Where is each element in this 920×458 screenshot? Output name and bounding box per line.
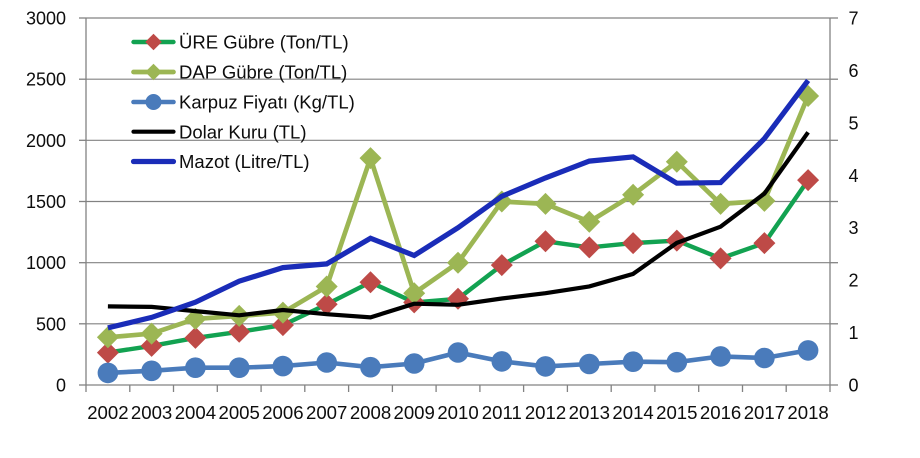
svg-text:2000: 2000 [26,131,66,151]
svg-text:Karpuz Fiyatı (Kg/TL): Karpuz Fiyatı (Kg/TL) [179,92,355,113]
svg-text:2011: 2011 [482,402,522,423]
svg-text:0: 0 [56,376,66,396]
svg-text:1500: 1500 [26,192,66,212]
svg-text:2004: 2004 [175,402,216,423]
svg-text:2: 2 [849,271,859,291]
svg-text:3000: 3000 [26,9,66,29]
svg-text:2007: 2007 [306,402,347,423]
svg-text:2017: 2017 [744,402,785,423]
svg-text:0: 0 [849,376,859,396]
svg-text:2008: 2008 [350,402,391,423]
svg-text:2012: 2012 [525,402,566,423]
svg-text:2005: 2005 [219,402,260,423]
svg-text:2009: 2009 [394,402,435,423]
svg-text:Mazot (Litre/TL): Mazot (Litre/TL) [179,151,310,172]
svg-text:2003: 2003 [131,402,172,423]
svg-text:7: 7 [849,9,859,29]
svg-text:500: 500 [36,314,66,334]
svg-text:2006: 2006 [262,402,303,423]
svg-text:ÜRE Gübre (Ton/TL): ÜRE Gübre (Ton/TL) [179,32,349,53]
svg-text:Dolar Kuru (TL): Dolar Kuru (TL) [179,121,306,142]
svg-text:2500: 2500 [26,70,66,90]
svg-text:2016: 2016 [700,402,741,423]
svg-text:1: 1 [849,323,859,343]
svg-text:4: 4 [849,166,859,186]
svg-text:5: 5 [849,113,859,133]
svg-text:2015: 2015 [656,402,697,423]
svg-text:2018: 2018 [787,402,828,423]
svg-text:2014: 2014 [612,402,653,423]
svg-text:1000: 1000 [26,253,66,273]
svg-text:DAP Gübre (Ton/TL): DAP Gübre (Ton/TL) [179,62,347,83]
svg-text:3: 3 [849,218,859,238]
svg-text:2013: 2013 [569,402,610,423]
svg-text:2010: 2010 [437,402,478,423]
svg-text:2002: 2002 [87,402,128,423]
svg-text:6: 6 [849,61,859,81]
